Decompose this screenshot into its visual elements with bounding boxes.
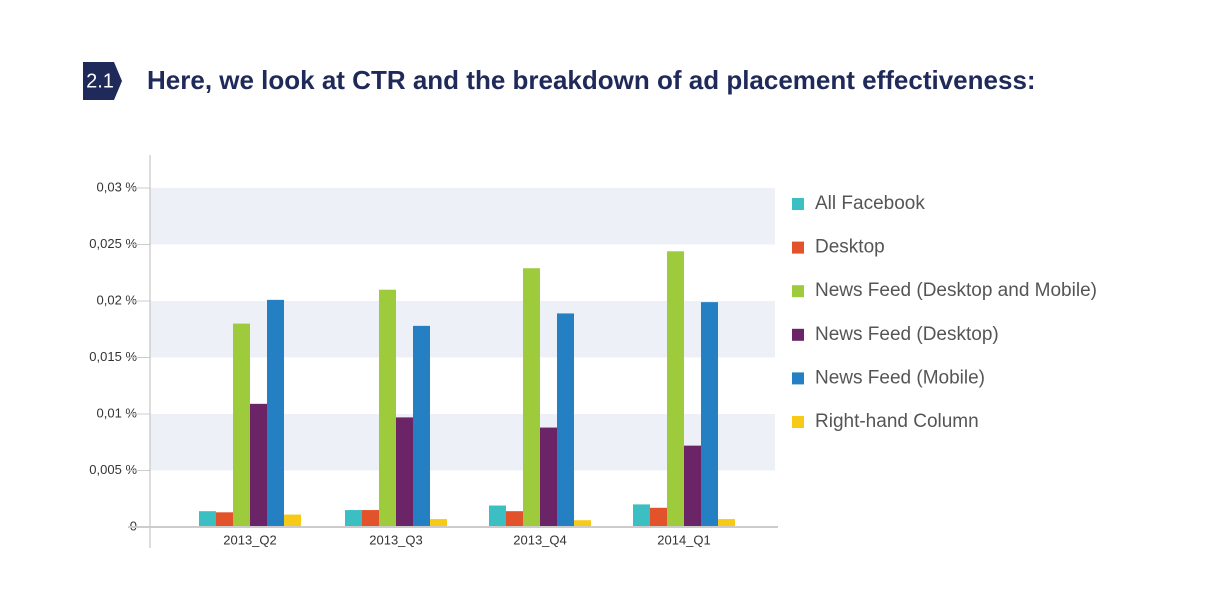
y-tick-label: 0 [130, 518, 137, 533]
bar [718, 519, 735, 527]
bar [413, 325, 430, 527]
bar [557, 313, 574, 527]
bar [345, 510, 362, 527]
y-tick-label: 0,015 % [89, 349, 137, 364]
legend-label: News Feed (Desktop) [815, 324, 999, 345]
legend-swatch [792, 241, 804, 254]
bar [379, 289, 396, 527]
legend-label: News Feed (Desktop and Mobile) [815, 280, 1097, 301]
bar [396, 417, 413, 527]
legend-label: Desktop [815, 237, 885, 258]
bar [267, 299, 284, 527]
bar [574, 520, 591, 527]
legend-swatch [792, 416, 804, 428]
bar [684, 445, 701, 527]
x-tick-label: 2014_Q1 [657, 532, 711, 547]
grid-band [150, 188, 775, 245]
section-badge [83, 62, 122, 100]
legend-label: All Facebook [815, 193, 925, 214]
bar [430, 519, 447, 527]
legend-swatch [792, 328, 804, 341]
y-tick-label: 0,01 % [97, 405, 138, 420]
legend-swatch [792, 198, 804, 210]
legend-swatch [792, 285, 804, 298]
bar [667, 251, 684, 527]
y-tick-label: 0,03 % [97, 179, 138, 194]
section-number: 2.1 [86, 70, 114, 92]
legend-label: News Feed (Mobile) [815, 367, 985, 388]
bar [650, 507, 667, 527]
bar [540, 427, 557, 527]
bar [362, 510, 379, 527]
bar [199, 511, 216, 527]
x-tick-label: 2013_Q3 [369, 532, 423, 547]
y-tick-label: 0,02 % [97, 292, 138, 307]
legend-label: Right-hand Column [815, 411, 979, 432]
y-tick-label: 0,025 % [89, 236, 137, 251]
x-tick-label: 2013_Q2 [223, 532, 277, 547]
y-tick-label: 0,005 % [89, 462, 137, 477]
bar [233, 323, 250, 527]
bar [523, 268, 540, 527]
bar [701, 302, 718, 527]
bar [489, 505, 506, 527]
bar [284, 514, 301, 527]
chart-title: Here, we look at CTR and the breakdown o… [147, 65, 1036, 95]
x-tick-label: 2013_Q4 [513, 532, 567, 547]
legend-swatch [792, 372, 804, 385]
bar [506, 511, 523, 527]
bar [216, 512, 233, 527]
bar [250, 403, 267, 527]
bar [633, 504, 650, 527]
